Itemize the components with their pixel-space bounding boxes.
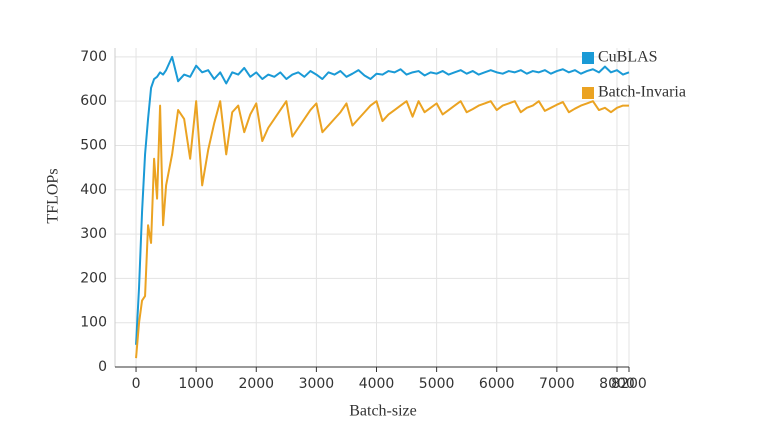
x-tick-label: 8200 <box>611 376 647 392</box>
x-tick-label: 7000 <box>539 376 575 392</box>
x-tick-label: 1000 <box>178 376 214 392</box>
y-axis-label: TFLOPs <box>45 168 62 223</box>
x-tick-label: 3000 <box>299 376 335 392</box>
legend-label: CuBLAS <box>598 49 658 66</box>
y-tick-label: 200 <box>80 270 107 286</box>
x-tick-label: 5000 <box>419 376 455 392</box>
y-tick-label: 300 <box>80 226 107 242</box>
legend-swatch <box>582 87 594 99</box>
y-tick-label: 600 <box>80 93 107 109</box>
legend-swatch <box>582 52 594 64</box>
series-line <box>135 55 630 345</box>
x-axis-label: Batch-size <box>349 403 417 420</box>
series-line <box>135 100 629 359</box>
x-tick-label: 0 <box>132 376 141 392</box>
y-tick-label: 500 <box>80 137 107 153</box>
x-tick-label: 2000 <box>238 376 274 392</box>
y-tick-label: 700 <box>80 49 107 65</box>
y-tick-label: 400 <box>80 182 107 198</box>
legend-label: Batch-Invaria <box>598 84 686 101</box>
x-tick-label: 8000 <box>599 376 635 392</box>
x-tick-label: 6000 <box>479 376 515 392</box>
y-tick-label: 0 <box>98 359 107 375</box>
y-tick-label: 100 <box>80 315 107 331</box>
x-tick-label: 4000 <box>359 376 395 392</box>
